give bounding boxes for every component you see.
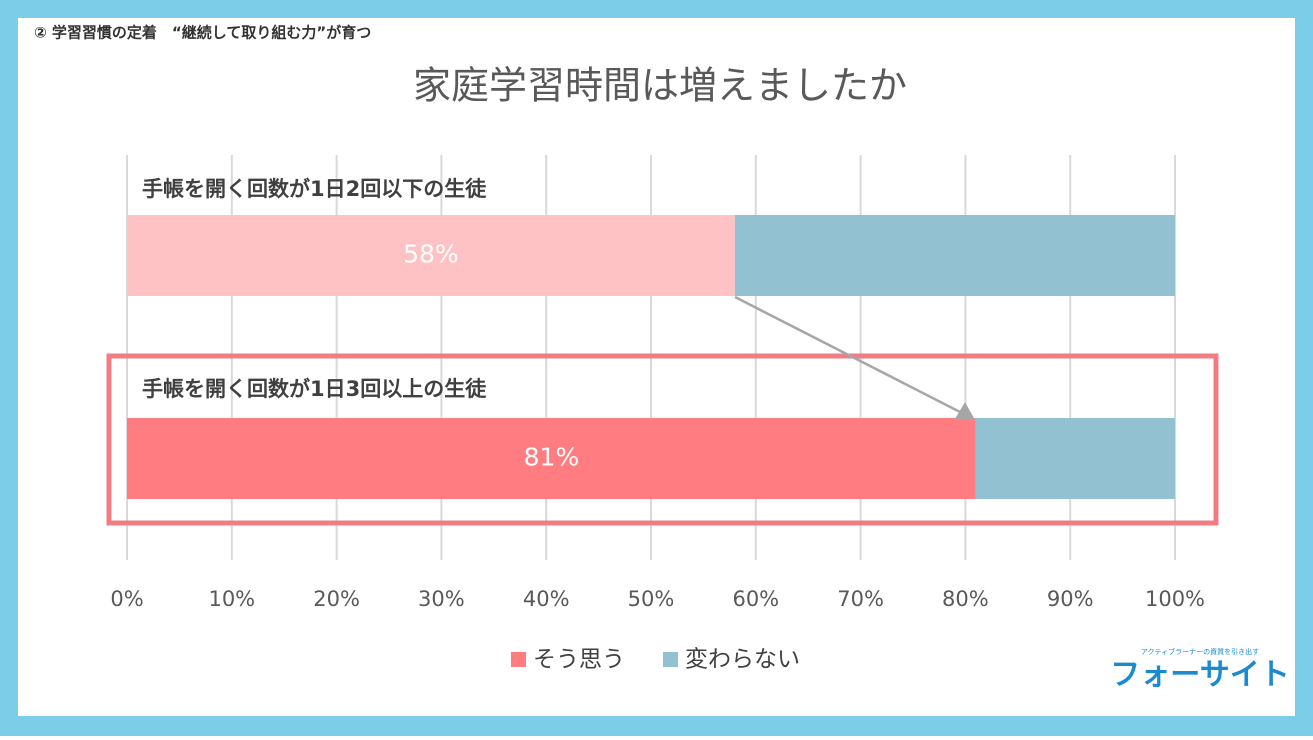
- bar-segment: [127, 418, 976, 499]
- legend-swatch: [511, 652, 526, 667]
- x-tick-label: 60%: [732, 587, 779, 611]
- legend-swatch: [663, 652, 678, 667]
- x-tick-label: 10%: [208, 587, 255, 611]
- x-tick-label: 20%: [313, 587, 360, 611]
- x-tick-label: 0%: [110, 587, 143, 611]
- bar-segment: [734, 215, 1175, 296]
- x-tick-label: 90%: [1047, 587, 1094, 611]
- x-tick-label: 70%: [837, 587, 884, 611]
- x-tick-label: 80%: [942, 587, 989, 611]
- x-tick-label: 100%: [1145, 587, 1205, 611]
- bar-segment: [975, 418, 1175, 499]
- data-label: 58%: [403, 240, 459, 269]
- logo-tagline: アクティブラーナーの資質を引き出す: [1141, 647, 1259, 656]
- category-label: 手帳を開く回数が1日2回以下の生徒: [142, 177, 487, 201]
- panel: [18, 18, 1295, 716]
- x-tick-label: 30%: [418, 587, 465, 611]
- x-tick-label: 50%: [628, 587, 675, 611]
- legend-label: そう思う: [533, 647, 625, 673]
- arrow-head: [955, 402, 975, 420]
- x-tick-label: 40%: [523, 587, 570, 611]
- chart-title: 家庭学習時間は増えましたか: [413, 64, 907, 108]
- logo: フォーサイト: [1110, 658, 1289, 693]
- header: ② 学習習慣の定着 “継続して取り組む力”が育つ: [34, 24, 371, 42]
- category-label: 手帳を開く回数が1日3回以上の生徒: [142, 377, 487, 401]
- legend-label: 変わらない: [685, 647, 800, 673]
- arrow: [734, 295, 963, 415]
- bar-segment: [127, 215, 735, 296]
- highlight-box: [106, 353, 1219, 526]
- data-label: 81%: [524, 443, 580, 472]
